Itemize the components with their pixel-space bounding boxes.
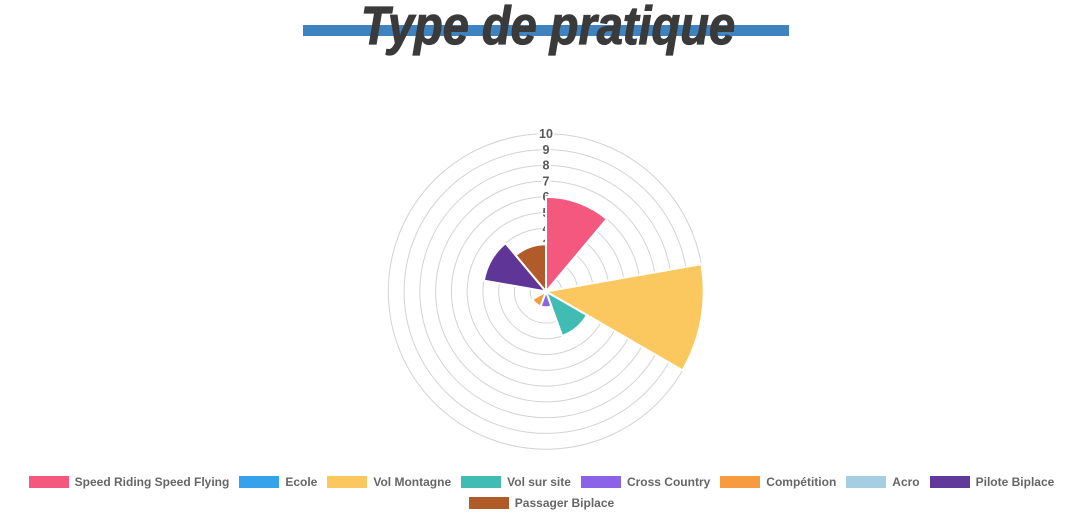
svg-text:8: 8	[543, 159, 550, 173]
svg-text:9: 9	[543, 143, 550, 157]
svg-text:10: 10	[539, 127, 553, 141]
svg-text:7: 7	[543, 174, 550, 188]
